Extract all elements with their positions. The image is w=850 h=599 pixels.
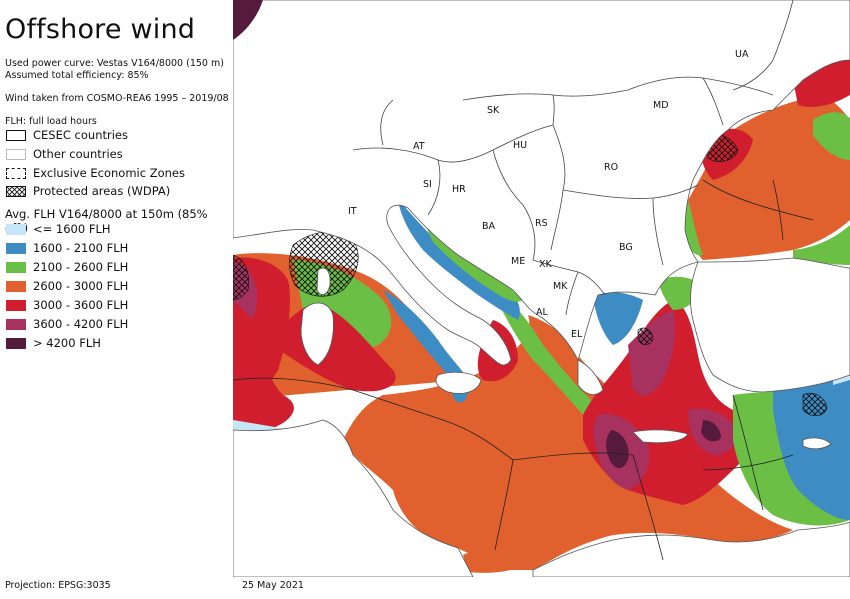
flh-label: 2600 - 3000 FLH [33,279,129,293]
flh-swatch [6,299,26,311]
label-hr: HR [452,184,466,195]
flh-swatch [6,261,26,273]
wdpa-label: Protected areas (WDPA) [33,184,171,198]
label-me: ME [511,256,525,267]
flh-legend-row: 1600 - 2100 FLH [6,241,128,255]
label-el: EL [571,329,583,340]
country-labels: UA MD SK AT HU RO SI HR IT BA RS BG ME X… [348,49,749,340]
label-xk: XK [539,259,553,270]
wind-map: UA MD SK AT HU RO SI HR IT BA RS BG ME X… [233,0,850,577]
flh-swatch [6,242,26,254]
flh-label: 3600 - 4200 FLH [33,317,129,331]
cesec-swatch [6,129,26,141]
wdpa-swatch [6,185,26,197]
date-text: 25 May 2021 [242,580,304,591]
label-it: IT [348,206,357,217]
flh-label: 3000 - 3600 FLH [33,298,129,312]
projection-text: Projection: EPSG:3035 [5,580,111,591]
label-rs: RS [535,218,548,229]
legend-row-eez: Exclusive Economic Zones [6,166,185,180]
flh-legend-row: 3000 - 3600 FLH [6,298,128,312]
legend-row-wdpa: Protected areas (WDPA) [6,184,170,198]
power-curve-text: Used power curve: Vestas V164/8000 (150 … [5,58,224,69]
other-swatch [6,148,26,160]
flh-legend-row: 3600 - 4200 FLH [6,317,128,331]
label-sk: SK [487,105,500,116]
flh-label: 1600 - 2100 FLH [33,241,129,255]
flh-label: 2100 - 2600 FLH [33,260,129,274]
flh-legend-row: 2600 - 3000 FLH [6,279,128,293]
label-bg: BG [619,242,633,253]
efficiency-text: Assumed total efficiency: 85% [5,70,149,81]
flh-note-text: FLH: full load hours [5,116,97,127]
flh-swatch [6,280,26,292]
label-at: AT [413,141,425,152]
map-title: Offshore wind [5,14,196,45]
label-ba: BA [482,221,496,232]
legend-row-other: Other countries [6,147,123,161]
flh-legend-row: 2100 - 2600 FLH [6,260,128,274]
flh-legend-row: > 4200 FLH [6,336,101,350]
land-masses [233,0,850,577]
eez-swatch [6,167,26,179]
flh-label: > 4200 FLH [33,336,101,350]
cesec-label: CESEC countries [33,128,128,142]
flh-legend-row: <= 1600 FLH [6,222,111,236]
top-left-flh-patch [233,0,263,40]
eez-label: Exclusive Economic Zones [33,166,185,180]
legend-row-cesec: CESEC countries [6,128,128,142]
label-mk: MK [553,281,568,292]
legend-panel: Offshore wind Used power curve: Vestas V… [0,0,233,599]
flh-swatch [6,337,26,349]
label-ua: UA [735,49,749,60]
other-label: Other countries [33,147,123,161]
label-md: MD [653,100,669,111]
label-hu: HU [513,140,527,151]
flh-swatch [6,223,26,235]
label-al: AL [536,307,548,318]
label-si: SI [423,179,432,190]
flh-swatch [6,318,26,330]
flh-label: <= 1600 FLH [33,222,111,236]
label-ro: RO [604,162,618,173]
country-borders [352,0,794,316]
eez-lines [233,179,814,561]
wind-source-text: Wind taken from COSMO-REA6 1995 – 2019/0… [5,93,229,104]
adriatic-flh-zones [398,200,523,320]
